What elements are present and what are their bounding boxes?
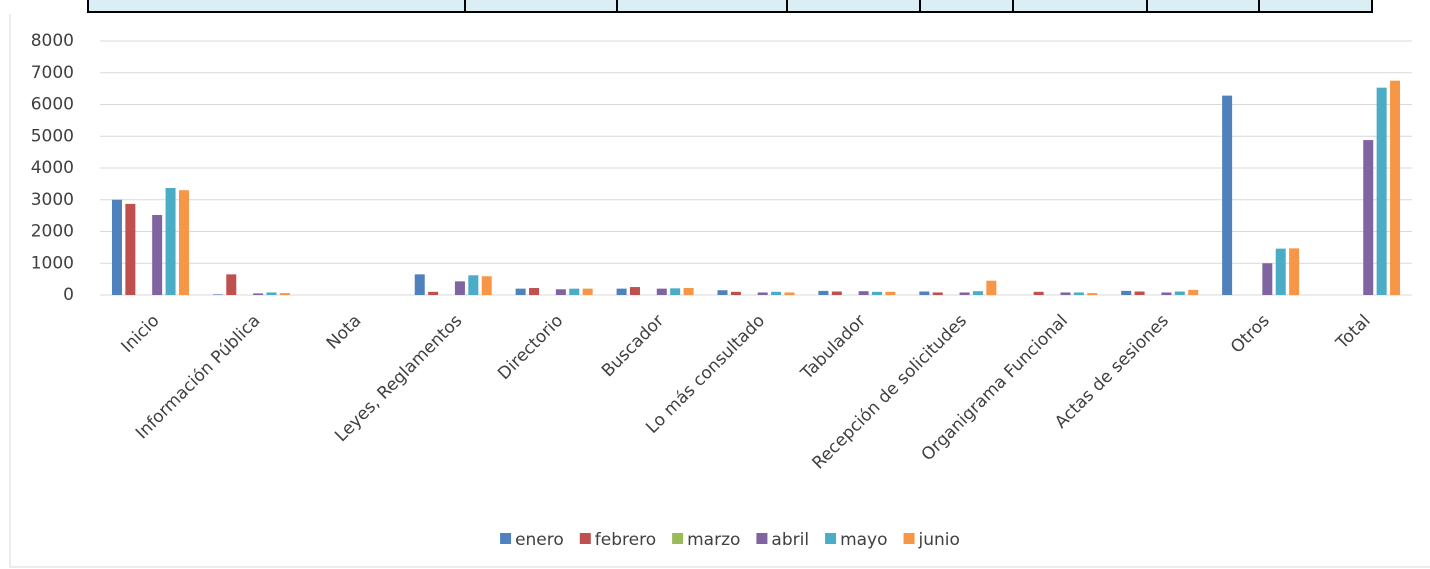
legend-swatch	[500, 533, 512, 544]
bar	[529, 288, 540, 295]
legend-label: junio	[918, 530, 960, 550]
bar	[555, 289, 566, 295]
bar	[1222, 95, 1233, 295]
bar	[266, 292, 277, 295]
bar	[1174, 291, 1185, 295]
bar	[683, 288, 694, 295]
bar	[454, 281, 465, 295]
bar	[481, 276, 492, 295]
table-fragment	[87, 0, 1373, 13]
bar	[919, 291, 930, 295]
bar	[831, 291, 842, 295]
y-tick-label: 4000	[31, 158, 74, 178]
bar	[932, 292, 943, 295]
y-tick-label: 3000	[31, 190, 74, 210]
bar	[1390, 80, 1401, 295]
y-tick-label: 8000	[31, 31, 74, 51]
bar	[569, 288, 580, 295]
bar	[1289, 248, 1300, 295]
bar	[226, 274, 237, 295]
bar	[972, 291, 983, 295]
bar	[771, 291, 782, 295]
bar	[784, 292, 795, 295]
bar	[515, 288, 526, 295]
y-tick-label: 0	[63, 285, 74, 305]
bar	[730, 291, 741, 295]
legend-label: enero	[515, 530, 564, 550]
bar	[1262, 263, 1273, 295]
bar	[1134, 291, 1145, 295]
bar	[885, 291, 896, 295]
legend-label: marzo	[687, 530, 740, 550]
y-tick-label: 7000	[31, 63, 74, 83]
y-tick-label: 2000	[31, 222, 74, 242]
bar	[872, 291, 883, 295]
legend-swatch	[903, 533, 915, 544]
legend-label: mayo	[840, 530, 887, 550]
y-tick-label: 6000	[31, 95, 74, 115]
bar	[858, 291, 869, 295]
bar	[717, 290, 728, 295]
bar	[629, 287, 640, 295]
bar	[178, 190, 189, 295]
bar	[125, 203, 136, 295]
bar	[1060, 292, 1071, 295]
chart-border	[9, 14, 1430, 568]
legend-label: febrero	[595, 530, 656, 550]
bar	[1073, 292, 1084, 295]
bar	[212, 294, 223, 295]
bar	[279, 293, 290, 295]
bar	[670, 288, 681, 295]
bar	[1363, 140, 1374, 295]
bar	[253, 293, 264, 295]
bar	[111, 199, 122, 295]
legend-swatch	[672, 533, 684, 544]
bar	[165, 188, 176, 295]
bar	[414, 274, 425, 295]
bar	[1188, 289, 1199, 295]
bar	[1121, 290, 1132, 295]
bar	[468, 275, 479, 295]
legend-swatch	[579, 533, 591, 544]
legend-swatch	[756, 533, 768, 544]
legend-label: abril	[771, 530, 809, 550]
bar	[616, 288, 627, 295]
bar	[1087, 293, 1098, 295]
bar	[152, 214, 163, 295]
bar	[656, 288, 667, 295]
bar	[959, 292, 970, 295]
legend-swatch	[825, 533, 837, 544]
bar	[818, 290, 829, 295]
bar	[1161, 292, 1172, 295]
bar	[986, 280, 997, 295]
bar	[757, 292, 768, 295]
bar	[1275, 248, 1286, 295]
bar	[1033, 291, 1044, 295]
bar	[582, 288, 593, 295]
y-tick-label: 1000	[31, 253, 74, 273]
bar	[428, 291, 439, 295]
bar	[1376, 87, 1387, 295]
y-tick-label: 5000	[31, 126, 74, 146]
